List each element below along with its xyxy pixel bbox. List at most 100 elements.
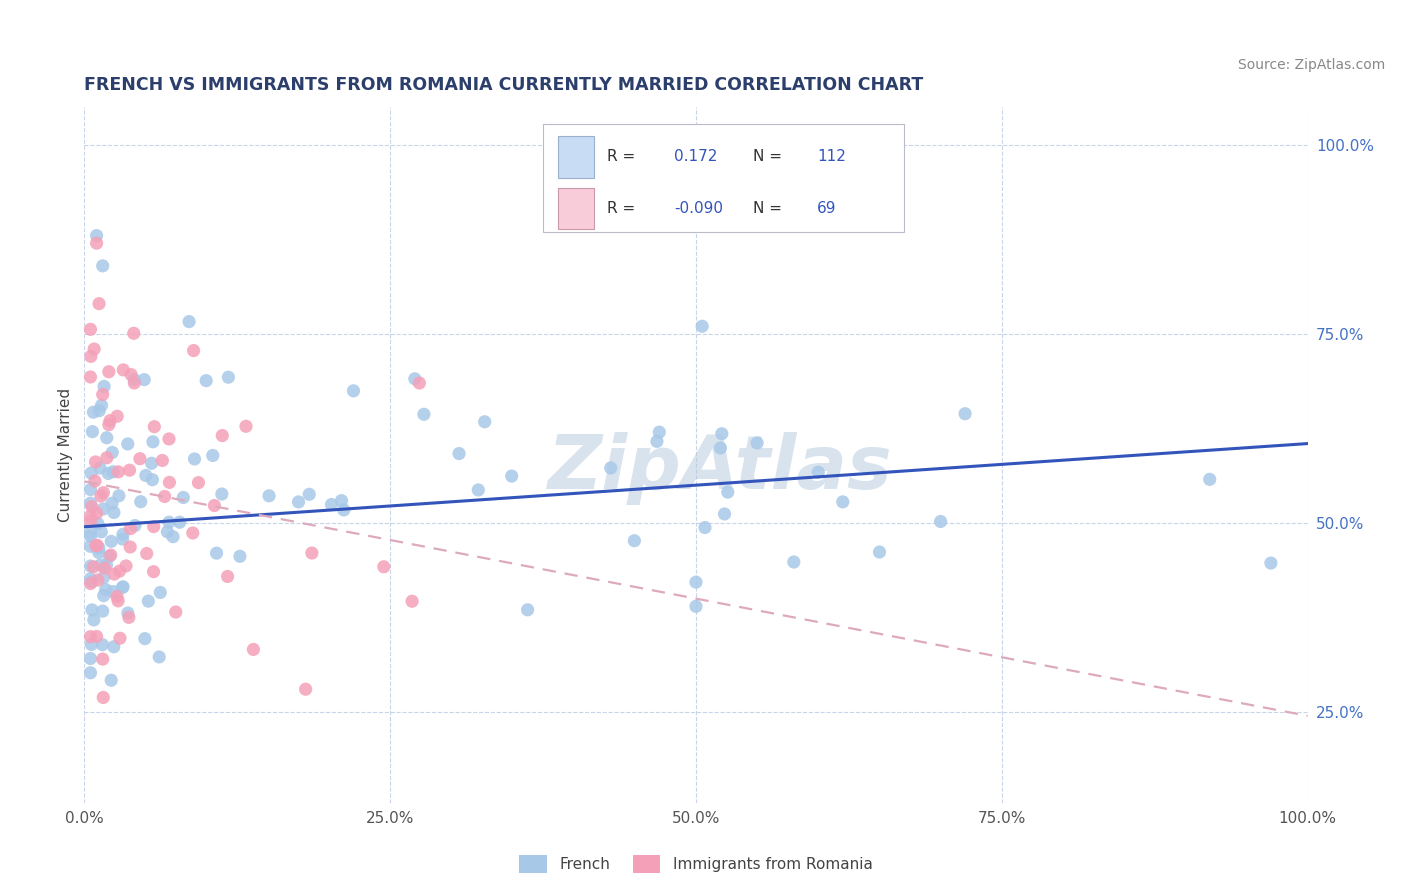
Point xyxy=(86,236,108,251)
Point xyxy=(157,515,180,529)
Point xyxy=(143,419,166,434)
Point xyxy=(120,540,142,554)
Point xyxy=(97,467,120,481)
Point xyxy=(80,637,103,651)
Point xyxy=(93,485,115,500)
Text: R =: R = xyxy=(606,201,636,216)
Point xyxy=(112,363,135,377)
Point xyxy=(1260,556,1282,570)
Point xyxy=(80,500,103,514)
Point xyxy=(115,558,138,573)
Point xyxy=(117,437,139,451)
Point xyxy=(86,228,108,243)
Point xyxy=(101,496,124,510)
Point xyxy=(108,632,131,646)
Point xyxy=(929,515,952,529)
Point xyxy=(79,665,101,680)
Point xyxy=(747,436,769,450)
Point xyxy=(474,415,496,429)
Point xyxy=(79,509,101,524)
Point xyxy=(84,455,107,469)
Point xyxy=(90,524,112,539)
Point xyxy=(713,507,735,521)
Point xyxy=(79,483,101,497)
Point xyxy=(183,452,205,467)
Legend: French, Immigrants from Romania: French, Immigrants from Romania xyxy=(513,849,879,879)
Point xyxy=(87,573,110,587)
FancyBboxPatch shape xyxy=(558,136,595,178)
Point xyxy=(79,514,101,528)
Point xyxy=(177,315,200,329)
Point xyxy=(136,594,159,608)
Point xyxy=(217,569,239,583)
Point xyxy=(118,463,141,477)
Point xyxy=(108,564,131,578)
Point xyxy=(93,570,115,584)
Point xyxy=(96,450,118,465)
Point xyxy=(645,434,668,449)
Point xyxy=(105,590,128,604)
Text: ZipAtlas: ZipAtlas xyxy=(548,433,893,506)
Point xyxy=(141,456,163,470)
Point xyxy=(120,368,142,382)
Point xyxy=(101,584,124,599)
Text: 69: 69 xyxy=(817,201,837,216)
Point xyxy=(96,431,118,445)
Point xyxy=(79,559,101,574)
Point xyxy=(373,559,395,574)
Point xyxy=(87,541,110,555)
Point xyxy=(141,473,163,487)
Point xyxy=(91,604,114,618)
Point xyxy=(122,326,145,341)
Point xyxy=(142,434,165,449)
Point xyxy=(112,580,135,594)
Point xyxy=(685,575,707,590)
Point xyxy=(229,549,252,564)
Point xyxy=(97,417,120,432)
Point xyxy=(118,610,141,624)
Point xyxy=(111,581,134,595)
Point xyxy=(91,638,114,652)
Point xyxy=(287,495,309,509)
Point xyxy=(103,567,125,582)
Point xyxy=(105,409,128,424)
Point xyxy=(404,372,426,386)
Point xyxy=(648,425,671,439)
Point xyxy=(122,372,145,386)
Point xyxy=(162,530,184,544)
Point xyxy=(91,652,114,666)
Point xyxy=(709,441,731,455)
Point xyxy=(142,519,165,533)
Point xyxy=(710,426,733,441)
Point xyxy=(831,495,853,509)
Point xyxy=(84,474,107,488)
Point xyxy=(91,690,114,705)
Point xyxy=(501,469,523,483)
Y-axis label: Currently Married: Currently Married xyxy=(58,388,73,522)
Point xyxy=(157,475,180,490)
FancyBboxPatch shape xyxy=(543,124,904,232)
Point xyxy=(87,516,110,531)
Point xyxy=(90,489,112,503)
Point xyxy=(129,494,152,508)
Point xyxy=(80,603,103,617)
Point xyxy=(124,376,146,390)
Point xyxy=(333,503,356,517)
Point xyxy=(301,546,323,560)
Point xyxy=(134,632,156,646)
Point xyxy=(79,496,101,510)
Point xyxy=(690,319,713,334)
Point xyxy=(211,487,233,501)
Point xyxy=(103,506,125,520)
Point xyxy=(148,649,170,664)
Point xyxy=(807,465,830,479)
Point xyxy=(117,606,139,620)
Point xyxy=(187,475,209,490)
Point xyxy=(242,642,264,657)
Point xyxy=(330,493,353,508)
Point xyxy=(135,468,157,483)
Point xyxy=(93,379,115,393)
Point xyxy=(124,518,146,533)
Point xyxy=(86,506,108,520)
Point xyxy=(1198,472,1220,486)
